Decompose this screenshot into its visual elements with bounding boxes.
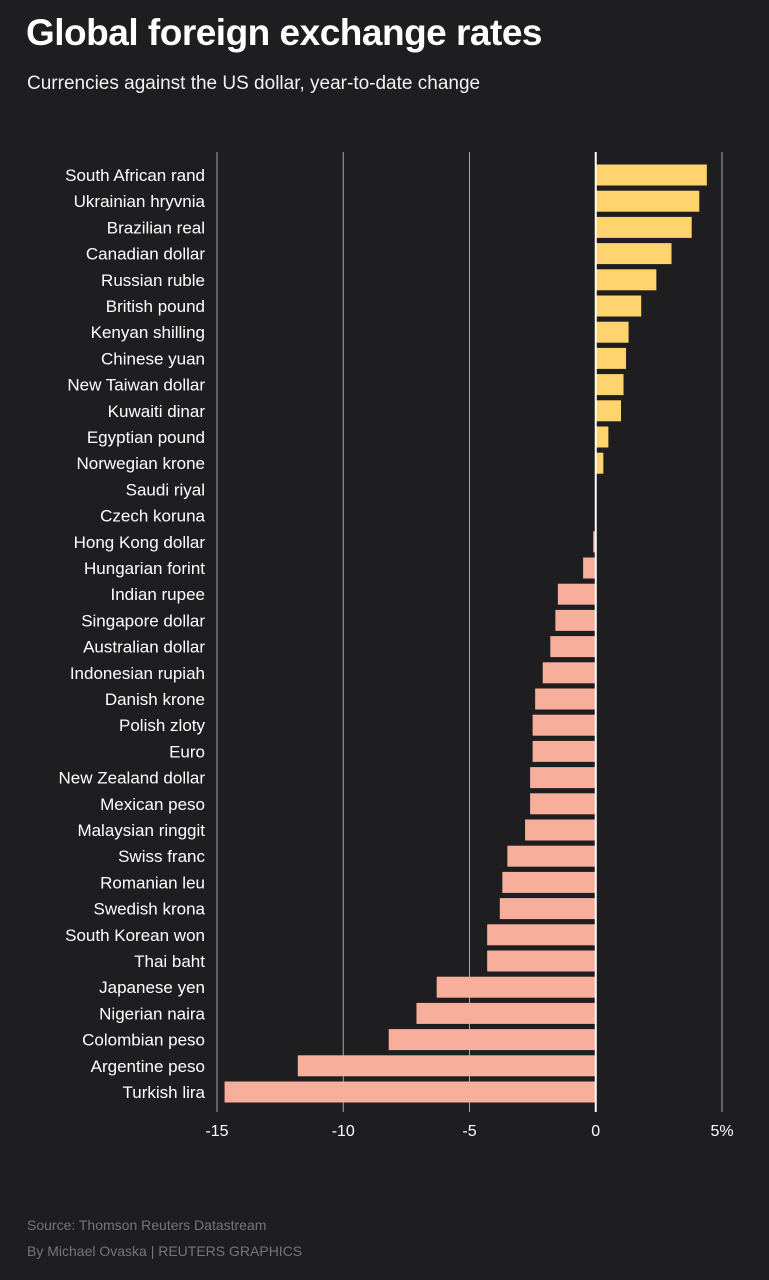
bar [595,400,621,422]
bar [595,216,692,238]
category-label: New Zealand dollar [59,769,206,788]
bar [530,767,596,789]
bar [595,164,707,186]
bar [595,243,672,265]
category-label: Romanian leu [100,873,205,892]
category-label: Ukrainian hryvnia [74,192,206,211]
category-label: South African rand [65,166,205,185]
x-tick-label: -10 [332,1123,355,1140]
bar [507,845,596,867]
category-label: Chinese yuan [101,349,205,368]
category-label: Egyptian pound [87,428,205,447]
category-label: Danish krone [105,690,205,709]
x-tick-label: 5% [710,1123,733,1140]
chart-subtitle: Currencies against the US dollar, year-t… [27,73,481,94]
category-label: Czech koruna [100,507,205,526]
bar [436,976,596,998]
chart-title: Global foreign exchange rates [26,12,542,53]
category-label: Thai baht [134,952,205,971]
bar [388,1029,596,1051]
bar [593,531,596,553]
bar [487,924,596,946]
bar [535,688,596,710]
bar [595,347,627,369]
bar [502,871,596,893]
bar [550,636,596,658]
category-label: Polish zloty [119,716,205,735]
category-label: Euro [169,742,205,761]
bar [525,819,596,841]
source-note: Source: Thomson Reuters Datastream [27,1217,267,1233]
bar [297,1055,596,1077]
bar [557,583,596,605]
bar [532,714,596,736]
category-label: Singapore dollar [81,611,205,630]
category-label: Nigerian naira [99,1004,205,1023]
category-label: Mexican peso [100,795,205,814]
category-label: Canadian dollar [86,245,205,264]
category-label: Swiss franc [118,847,205,866]
bar-chart: South African rand Ukrainian hryvnia Brazi… [59,152,734,1140]
category-label: New Taiwan dollar [67,376,205,395]
byline: By Michael Ovaska | REUTERS GRAPHICS [27,1243,303,1259]
x-tick-label: 0 [591,1123,600,1140]
category-label: Swedish krona [93,900,205,919]
category-label: Hong Kong dollar [74,533,206,552]
category-label: Hungarian forint [84,559,205,578]
x-tick-label: -5 [462,1123,476,1140]
bar [530,793,596,815]
category-label: British pound [106,297,205,316]
bar [595,321,629,343]
category-label: Brazilian real [107,218,205,237]
bar [595,374,624,396]
bar [555,609,596,631]
bar [595,295,642,317]
bar [595,426,609,448]
category-label: Argentine peso [91,1057,205,1076]
category-label: Saudi riyal [126,480,205,499]
bar [595,452,604,474]
bar [595,190,700,212]
category-label: Colombian peso [82,1031,205,1050]
category-label: Indian rupee [110,585,205,604]
bar [224,1081,596,1103]
category-label: Australian dollar [83,638,205,657]
bar [487,950,596,972]
category-label: Russian ruble [101,271,205,290]
category-label: Turkish lira [123,1083,206,1102]
category-label: Norwegian krone [76,454,205,473]
bar [532,740,596,762]
bar [542,662,596,684]
bar [583,557,596,579]
bar [416,1002,596,1024]
bar [499,898,596,920]
x-tick-label: -15 [205,1123,228,1140]
category-label: Indonesian rupiah [70,664,205,683]
category-label: Japanese yen [99,978,205,997]
bar [595,269,657,291]
category-label: Kuwaiti dinar [108,402,206,421]
category-label: South Korean won [65,926,205,945]
category-label: Malaysian ringgit [77,821,205,840]
category-label: Kenyan shilling [91,323,205,342]
